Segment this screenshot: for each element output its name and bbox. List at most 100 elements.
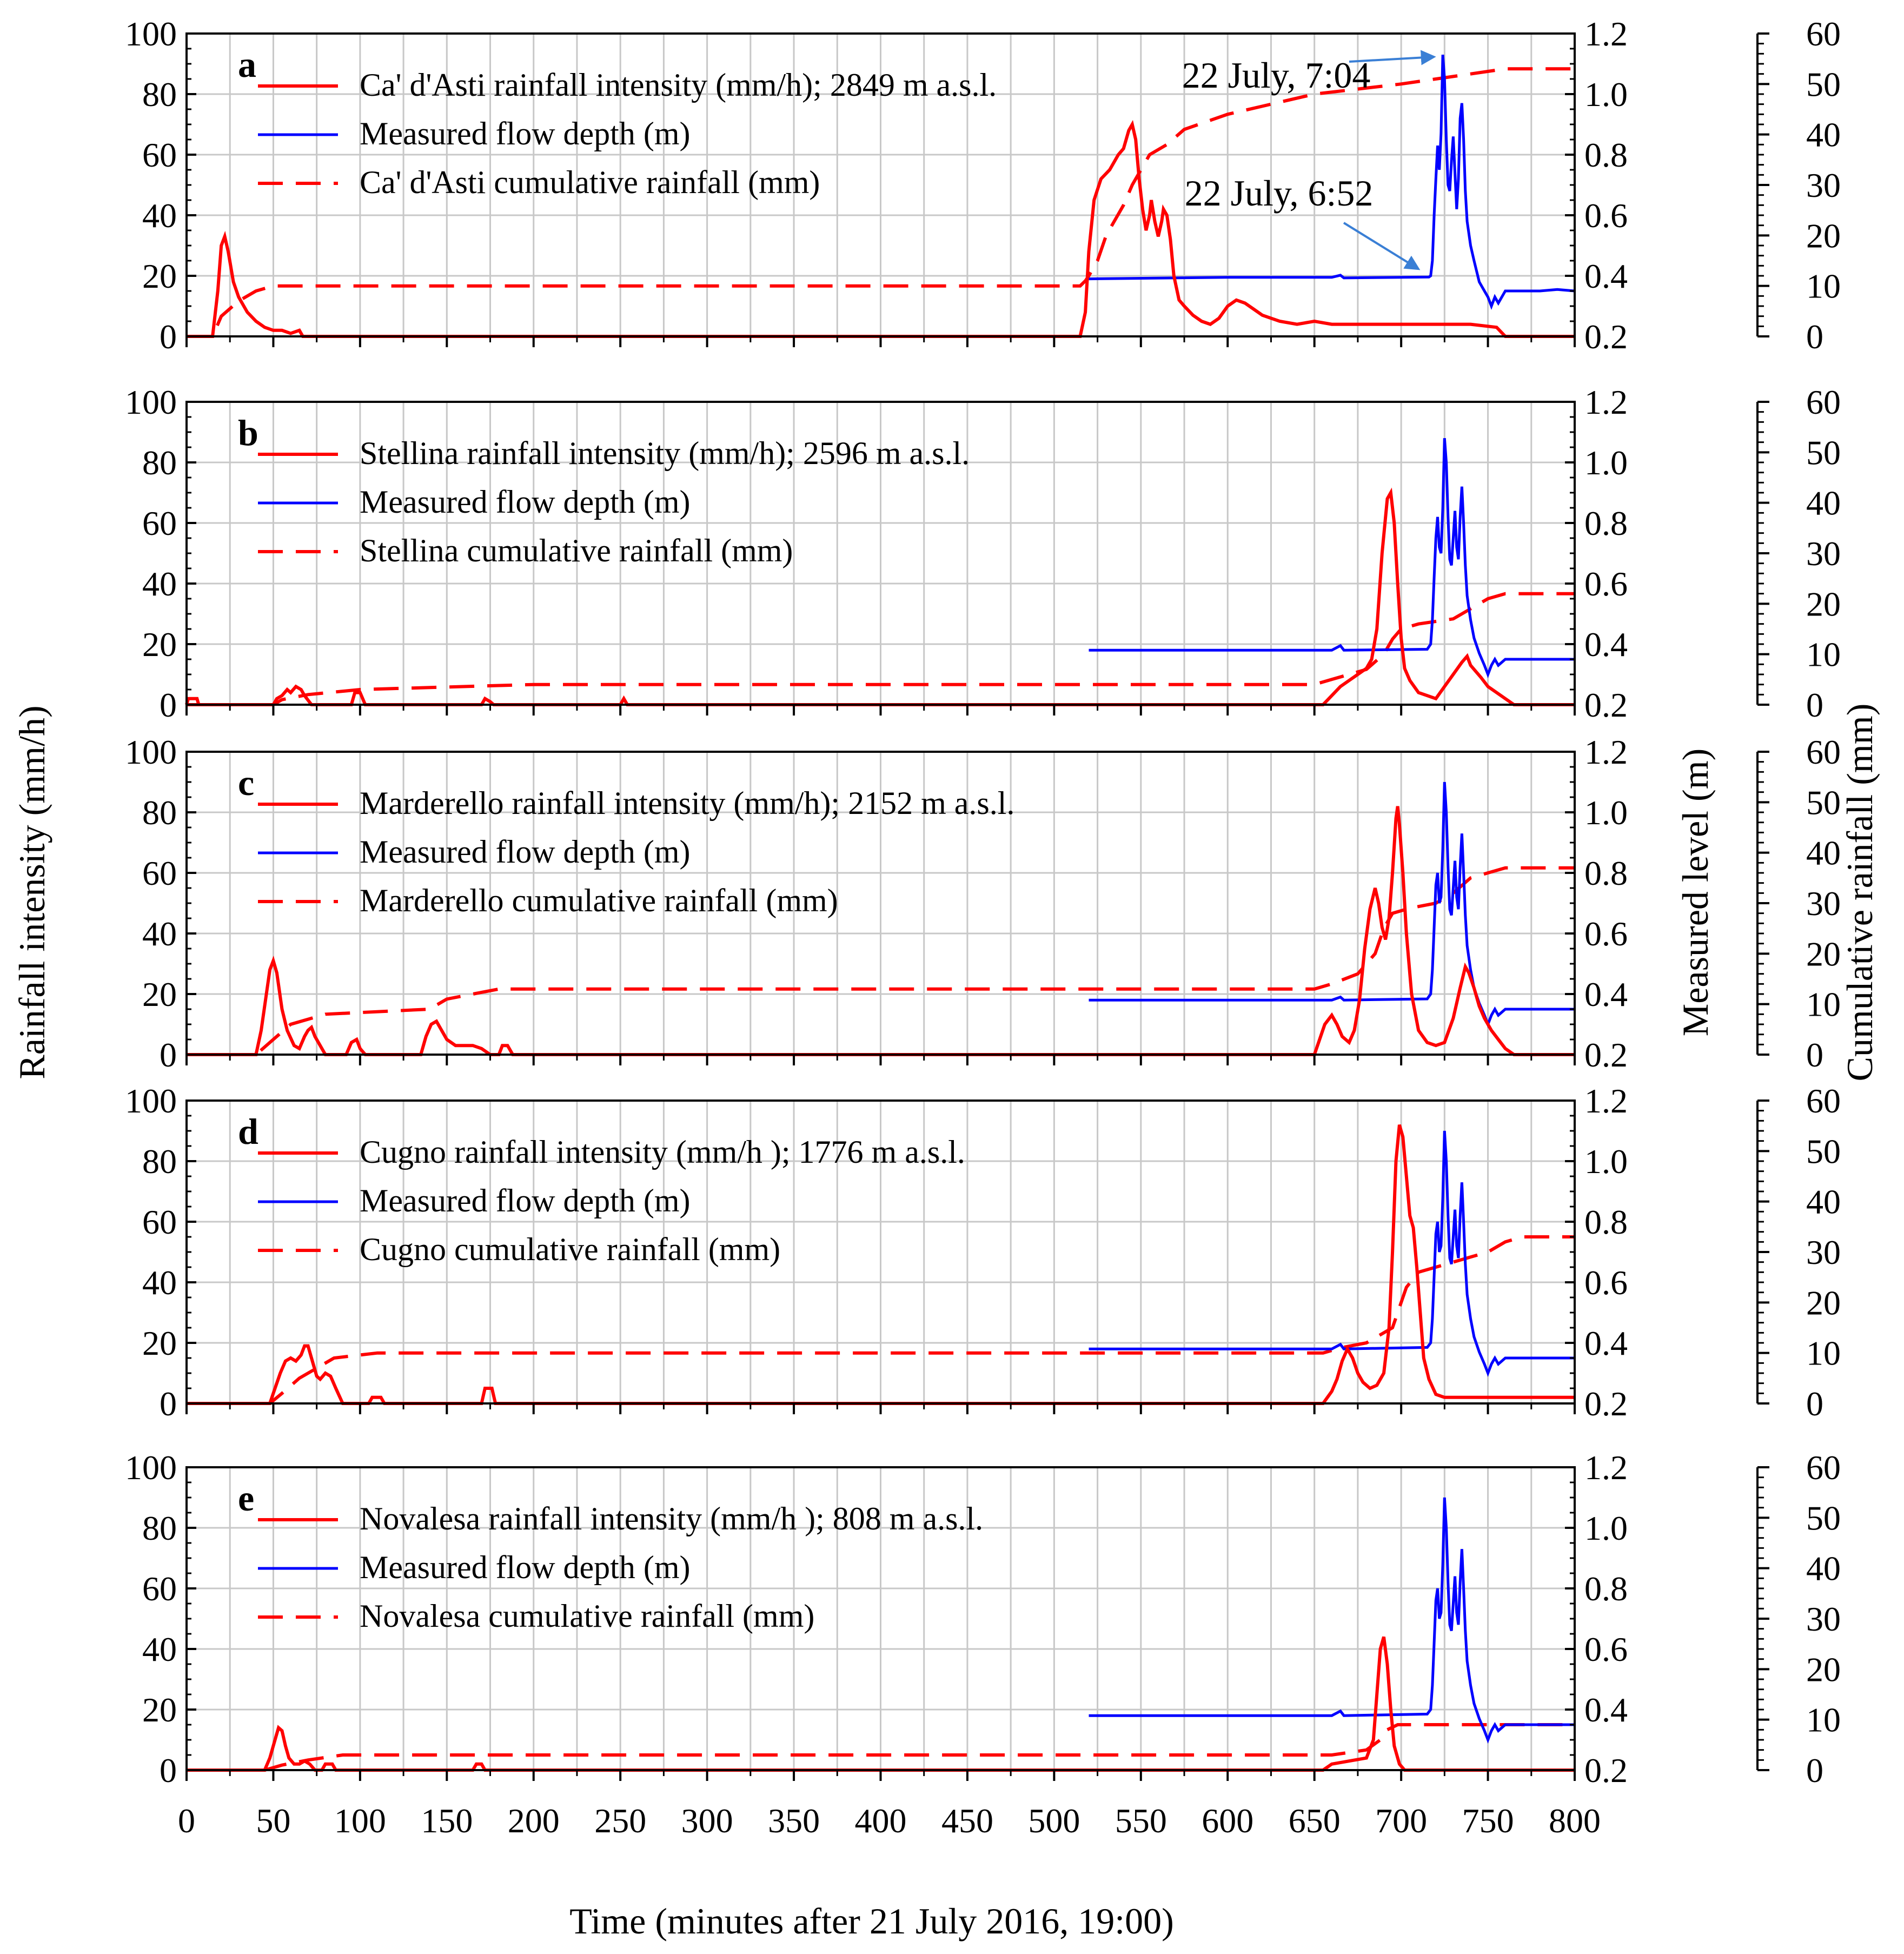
legend-label: Measured flow depth (m) (360, 834, 690, 870)
left-tick-label: 100 (125, 383, 177, 421)
panel-b: 0 20 40 60 80 100 0.2 0.4 0.6 0.8 1.0 1.2 0 10 20 30 40 5… (125, 383, 1841, 724)
x-tick-label: 200 (508, 1801, 560, 1840)
x-tick-label: 550 (1115, 1801, 1167, 1840)
x-tick-label: 600 (1202, 1801, 1253, 1840)
mid-tick-label: 0.2 (1584, 1036, 1628, 1074)
left-tick-label: 100 (125, 1448, 177, 1487)
y-left-axis-label: Rainfall intensity (mm/h) (11, 705, 52, 1079)
rainfall-intensity-line (187, 1124, 1575, 1405)
legend-label: Ca' d'Asti rainfall intensity (mm/h); 28… (360, 67, 997, 103)
left-tick-label: 60 (142, 1203, 177, 1241)
right-tick-label: 20 (1806, 1650, 1841, 1688)
legend-label: Marderello rainfall intensity (mm/h); 21… (360, 785, 1014, 821)
x-tick-label: 250 (594, 1801, 646, 1840)
left-tick-label: 0 (160, 686, 177, 724)
mid-tick-label: 1.2 (1584, 383, 1628, 421)
flow-depth-line (1089, 1130, 1575, 1377)
mid-tick-label: 1.0 (1584, 75, 1628, 114)
left-tick-label: 20 (142, 1324, 177, 1362)
right-tick-label: 60 (1806, 1448, 1841, 1487)
legend-label: Novalesa cumulative rainfall (mm) (360, 1598, 814, 1634)
mid-tick-label: 0.2 (1584, 1385, 1628, 1423)
x-tick-label: 800 (1549, 1801, 1601, 1840)
mid-tick-label: 0.6 (1584, 1630, 1628, 1668)
left-tick-label: 100 (125, 1082, 177, 1120)
mid-tick-label: 1.0 (1584, 793, 1628, 832)
right-tick-label: 60 (1806, 15, 1841, 53)
panel-letter: a (238, 44, 256, 85)
annotation-arrow (1343, 222, 1421, 270)
left-tick-label: 80 (142, 443, 177, 482)
right-tick-label: 20 (1806, 585, 1841, 623)
mid-tick-label: 1.0 (1584, 1509, 1628, 1547)
left-tick-label: 100 (125, 15, 177, 53)
x-tick-label: 500 (1028, 1801, 1080, 1840)
rainfall-intensity-line (187, 806, 1575, 1056)
left-tick-label: 40 (142, 196, 177, 235)
right-tick-label: 60 (1806, 383, 1841, 421)
right-tick-label: 10 (1806, 635, 1841, 674)
left-tick-label: 60 (142, 854, 177, 892)
right-tick-label: 30 (1806, 534, 1841, 573)
rainfall-intensity-line (187, 120, 1575, 338)
left-tick-label: 40 (142, 565, 177, 603)
left-tick-label: 0 (160, 1751, 177, 1790)
mid-tick-label: 0.4 (1584, 1324, 1628, 1362)
mid-tick-label: 1.2 (1584, 733, 1628, 771)
panel-a: 0 20 40 60 80 100 0.2 0.4 0.6 0.8 1.0 1.2 0 10 20 30 40 5… (125, 15, 1841, 356)
right-tick-label: 0 (1806, 686, 1823, 724)
right-tick-label: 10 (1806, 267, 1841, 306)
legend-label: Stellina cumulative rainfall (mm) (360, 533, 793, 568)
x-tick-label: 350 (768, 1801, 820, 1840)
right-tick-label: 30 (1806, 884, 1841, 923)
legend-label: Measured flow depth (m) (360, 1549, 690, 1585)
flow-depth-line (1089, 438, 1575, 678)
right-tick-label: 30 (1806, 166, 1841, 204)
left-tick-label: 20 (142, 625, 177, 664)
flow-depth-line (1089, 1497, 1575, 1744)
cumulative-rainfall-line (187, 67, 1575, 338)
mid-tick-label: 1.0 (1584, 1142, 1628, 1181)
right-tick-label: 10 (1806, 985, 1841, 1024)
y-mid-axis-label: Measured level (m) (1675, 749, 1716, 1036)
left-tick-label: 60 (142, 504, 177, 542)
mid-tick-label: 0.8 (1584, 1569, 1628, 1608)
annotation-label: 22 July, 7:04 (1182, 55, 1371, 96)
x-tick-label: 750 (1462, 1801, 1514, 1840)
right-tick-label: 0 (1806, 1036, 1823, 1074)
mid-tick-label: 0.8 (1584, 854, 1628, 892)
x-tick-label: 400 (855, 1801, 907, 1840)
right-tick-label: 0 (1806, 1385, 1823, 1423)
x-tick-label: 650 (1289, 1801, 1341, 1840)
panel-letter: e (238, 1478, 254, 1519)
mid-tick-label: 0.4 (1584, 975, 1628, 1014)
mid-tick-label: 0.4 (1584, 1691, 1628, 1729)
left-tick-label: 80 (142, 1142, 177, 1181)
legend-label: Novalesa rainfall intensity (mm/h ); 808… (360, 1501, 983, 1536)
x-tick-label: 450 (941, 1801, 993, 1840)
left-tick-label: 60 (142, 136, 177, 174)
cumulative-rainfall-line (187, 1235, 1575, 1405)
mid-tick-label: 0.8 (1584, 1203, 1628, 1241)
mid-tick-label: 1.2 (1584, 1448, 1628, 1487)
right-tick-label: 10 (1806, 1334, 1841, 1373)
left-tick-label: 40 (142, 915, 177, 953)
right-tick-label: 0 (1806, 1751, 1823, 1790)
right-tick-label: 50 (1806, 783, 1841, 822)
x-tick-label: 0 (178, 1801, 195, 1840)
mid-tick-label: 0.2 (1584, 1751, 1628, 1790)
y-right-axis-label: Cumulative rainfall (mm) (1839, 704, 1880, 1082)
mid-tick-label: 0.4 (1584, 625, 1628, 664)
left-tick-label: 0 (160, 1385, 177, 1423)
right-tick-label: 60 (1806, 733, 1841, 771)
x-tick-label: 50 (256, 1801, 290, 1840)
panel-c: 0 20 40 60 80 100 0.2 0.4 0.6 0.8 1.0 1.2 0 10 20 30 40 5… (125, 733, 1841, 1074)
mid-tick-label: 0.6 (1584, 565, 1628, 603)
legend-label: Marderello cumulative rainfall (mm) (360, 883, 838, 918)
left-tick-label: 100 (125, 733, 177, 771)
right-tick-label: 40 (1806, 484, 1841, 522)
annotation-label: 22 July, 6:52 (1185, 173, 1374, 214)
right-tick-label: 50 (1806, 1132, 1841, 1170)
legend-label: Cugno rainfall intensity (mm/h ); 1776 m… (360, 1134, 965, 1170)
right-tick-label: 40 (1806, 116, 1841, 154)
